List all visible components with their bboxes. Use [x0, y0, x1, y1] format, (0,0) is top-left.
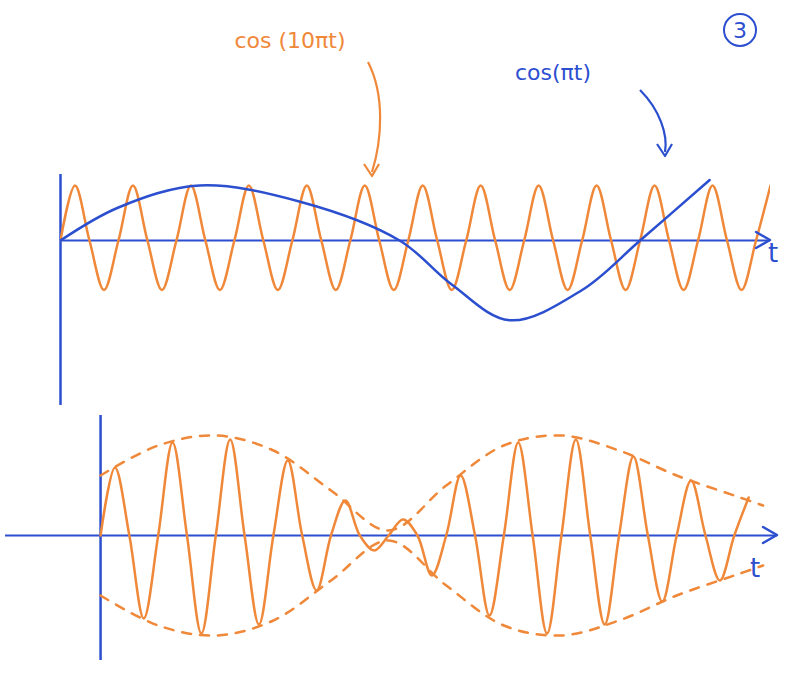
svg-text:t: t	[768, 238, 778, 268]
svg-text:cos(πt): cos(πt)	[515, 60, 591, 85]
svg-text:cos (10πt): cos (10πt)	[234, 28, 345, 53]
svg-text:t: t	[750, 553, 760, 583]
svg-text:3: 3	[733, 18, 747, 43]
